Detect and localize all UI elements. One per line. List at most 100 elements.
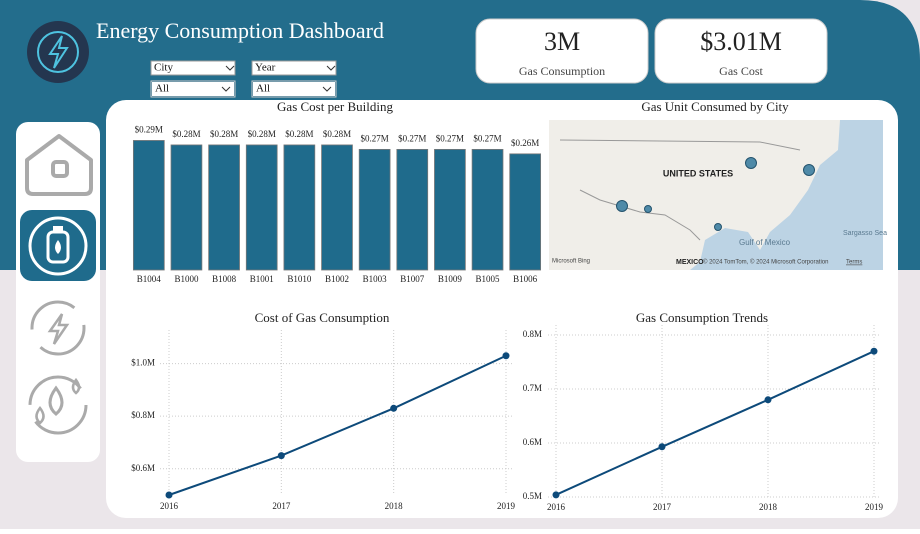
city-filter[interactable]: City All xyxy=(150,60,236,98)
filter-value: All xyxy=(155,83,169,95)
map-border xyxy=(559,139,801,151)
nav-home[interactable] xyxy=(25,134,93,196)
marker xyxy=(552,491,560,499)
y-tick-label: $0.6M xyxy=(131,463,155,473)
data-label: $0.27M xyxy=(361,133,389,143)
chart-title: Gas Cost per Building xyxy=(277,99,393,114)
marker xyxy=(277,452,285,460)
y-tick-label: 0.7M xyxy=(523,383,542,393)
bar xyxy=(208,144,240,271)
kpi-value: 3M xyxy=(544,27,580,56)
water-drop xyxy=(35,405,45,425)
filter-label: Year xyxy=(255,62,276,74)
water-drop xyxy=(71,377,81,395)
water-icon[interactable] xyxy=(28,375,88,435)
kpi-value: $3.01M xyxy=(700,27,782,56)
map-point[interactable] xyxy=(803,164,815,176)
bar xyxy=(321,144,353,271)
dropdown-label-box[interactable] xyxy=(150,60,236,76)
chart-title: Cost of Gas Consumption xyxy=(255,310,390,325)
line xyxy=(168,354,507,496)
x-tick-label: B1005 xyxy=(476,274,501,284)
nav-water[interactable] xyxy=(28,375,88,435)
nav-gas[interactable] xyxy=(20,210,96,281)
map-label: MEXICO xyxy=(676,259,704,266)
kpi-card xyxy=(475,18,649,84)
bar xyxy=(471,148,504,271)
x-tick-label: B1010 xyxy=(287,274,312,284)
map-point[interactable] xyxy=(745,157,757,169)
x-tick-label: B1000 xyxy=(174,274,199,284)
bar xyxy=(245,144,278,271)
chevron xyxy=(322,86,332,92)
map-border xyxy=(579,189,701,241)
electricity-icon[interactable] xyxy=(30,300,86,356)
gas-ring xyxy=(28,216,88,276)
map-point[interactable] xyxy=(644,205,652,213)
bar xyxy=(434,148,466,271)
nav-electricity[interactable] xyxy=(30,300,86,356)
chevron xyxy=(326,65,336,71)
gas-cap xyxy=(53,226,63,232)
map-label: Gulf of Mexico xyxy=(739,238,791,247)
x-tick-label: B1006 xyxy=(513,274,538,284)
x-tick-label: B1007 xyxy=(400,274,425,284)
marker xyxy=(165,491,173,499)
map-point[interactable] xyxy=(714,223,722,231)
x-tick-label: 2017 xyxy=(272,501,291,511)
map-attribution: Microsoft Bing xyxy=(552,259,590,265)
bar xyxy=(283,144,316,271)
bar xyxy=(170,144,203,271)
filter-value: All xyxy=(256,83,270,95)
y-tick-label: 0.5M xyxy=(523,491,542,501)
gas-flame xyxy=(55,240,61,254)
bar xyxy=(396,148,429,271)
x-tick-label: 2019 xyxy=(865,502,884,512)
electricity-bolt xyxy=(47,313,70,345)
x-tick-label: 2019 xyxy=(497,501,516,511)
y-tick-label: 0.8M xyxy=(523,329,542,339)
map-terms[interactable]: Terms xyxy=(846,260,862,266)
marker xyxy=(764,396,772,404)
data-label: $0.27M xyxy=(473,133,501,143)
map-title: Gas Unit Consumed by City xyxy=(641,99,789,114)
y-tick-label: $0.8M xyxy=(131,410,155,420)
dropdown-inner xyxy=(152,82,234,96)
logo xyxy=(27,21,89,83)
chart-title: Gas Consumption Trends xyxy=(636,310,768,325)
marker xyxy=(870,347,878,355)
bar xyxy=(358,148,391,271)
map-point[interactable] xyxy=(616,200,628,212)
map: Gas Unit Consumed by City UNITED STATES … xyxy=(549,99,887,270)
logo-bolt xyxy=(48,35,69,69)
marker xyxy=(502,352,510,360)
dropdown-label-box[interactable] xyxy=(251,60,337,76)
data-label: $0.28M xyxy=(172,129,200,139)
data-label: $0.28M xyxy=(323,129,351,139)
x-tick-label: B1003 xyxy=(363,274,388,284)
data-label: $0.26M xyxy=(511,138,539,148)
x-tick-label: 2018 xyxy=(385,501,404,511)
data-label: $0.28M xyxy=(210,129,238,139)
map-copyright: © 2024 TomTom, © 2024 Microsoft Corporat… xyxy=(703,259,828,266)
dropdown-inner xyxy=(253,82,335,96)
logo-ring xyxy=(37,31,79,73)
chevron xyxy=(221,86,231,92)
x-tick-label: 2016 xyxy=(160,501,179,511)
map-land xyxy=(549,120,840,270)
x-tick-label: 2017 xyxy=(653,502,672,512)
home-icon[interactable] xyxy=(25,134,93,196)
x-tick-label: B1009 xyxy=(438,274,463,284)
map-label: Sargasso Sea xyxy=(843,230,887,237)
data-label: $0.27M xyxy=(436,133,464,143)
bar xyxy=(132,140,165,271)
year-filter[interactable]: Year All xyxy=(251,60,337,98)
line xyxy=(555,350,875,496)
nav-panel xyxy=(16,122,100,462)
marker xyxy=(390,404,398,412)
filter-label: City xyxy=(154,62,173,74)
chevron xyxy=(225,65,235,71)
bar xyxy=(509,153,542,271)
x-tick-label: B1004 xyxy=(137,274,162,284)
